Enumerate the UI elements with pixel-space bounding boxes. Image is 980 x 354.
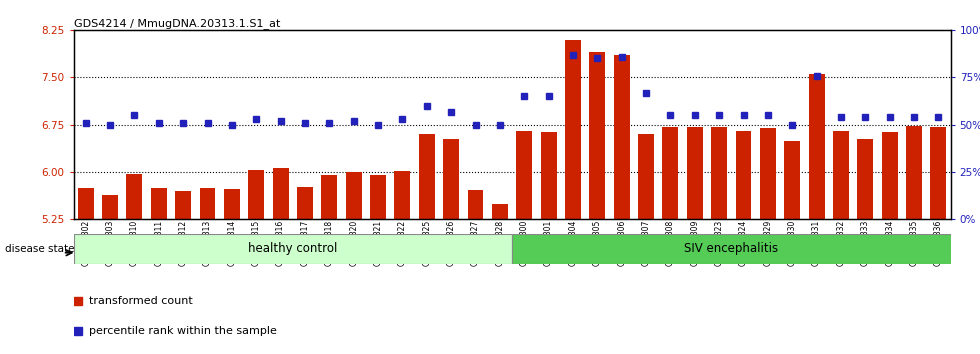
Bar — [541, 132, 557, 354]
Bar — [930, 127, 947, 354]
Bar — [784, 141, 800, 354]
Bar — [687, 127, 703, 354]
Bar — [151, 188, 167, 354]
Bar — [346, 172, 362, 354]
Text: SIV encephalitis: SIV encephalitis — [684, 242, 778, 255]
Text: healthy control: healthy control — [248, 242, 337, 255]
Text: percentile rank within the sample: percentile rank within the sample — [89, 326, 277, 336]
Text: GDS4214 / MmugDNA.20313.1.S1_at: GDS4214 / MmugDNA.20313.1.S1_at — [74, 18, 280, 29]
Bar — [77, 188, 94, 354]
Bar — [736, 131, 752, 354]
Bar — [224, 189, 240, 354]
Bar — [418, 134, 435, 354]
Bar — [272, 169, 288, 354]
Bar — [808, 74, 824, 354]
Bar — [175, 191, 191, 354]
Bar — [74, 234, 512, 264]
Bar — [711, 127, 727, 354]
Bar — [102, 195, 118, 354]
Bar — [833, 131, 849, 354]
Bar — [297, 187, 313, 354]
Bar — [492, 204, 508, 354]
Text: transformed count: transformed count — [89, 296, 193, 306]
Bar — [512, 234, 951, 264]
Bar — [638, 134, 654, 354]
Bar — [565, 40, 581, 354]
Bar — [613, 55, 629, 354]
Bar — [200, 188, 216, 354]
Bar — [370, 175, 386, 354]
Bar — [467, 190, 483, 354]
Bar — [662, 127, 678, 354]
Bar — [906, 126, 922, 354]
Bar — [443, 139, 459, 354]
Bar — [126, 174, 142, 354]
Bar — [882, 132, 898, 354]
Bar — [858, 139, 873, 354]
Bar — [248, 170, 265, 354]
Bar — [516, 131, 532, 354]
Bar — [321, 175, 337, 354]
Bar — [760, 128, 776, 354]
Bar — [395, 171, 411, 354]
Text: disease state: disease state — [5, 244, 74, 254]
Bar — [589, 52, 606, 354]
